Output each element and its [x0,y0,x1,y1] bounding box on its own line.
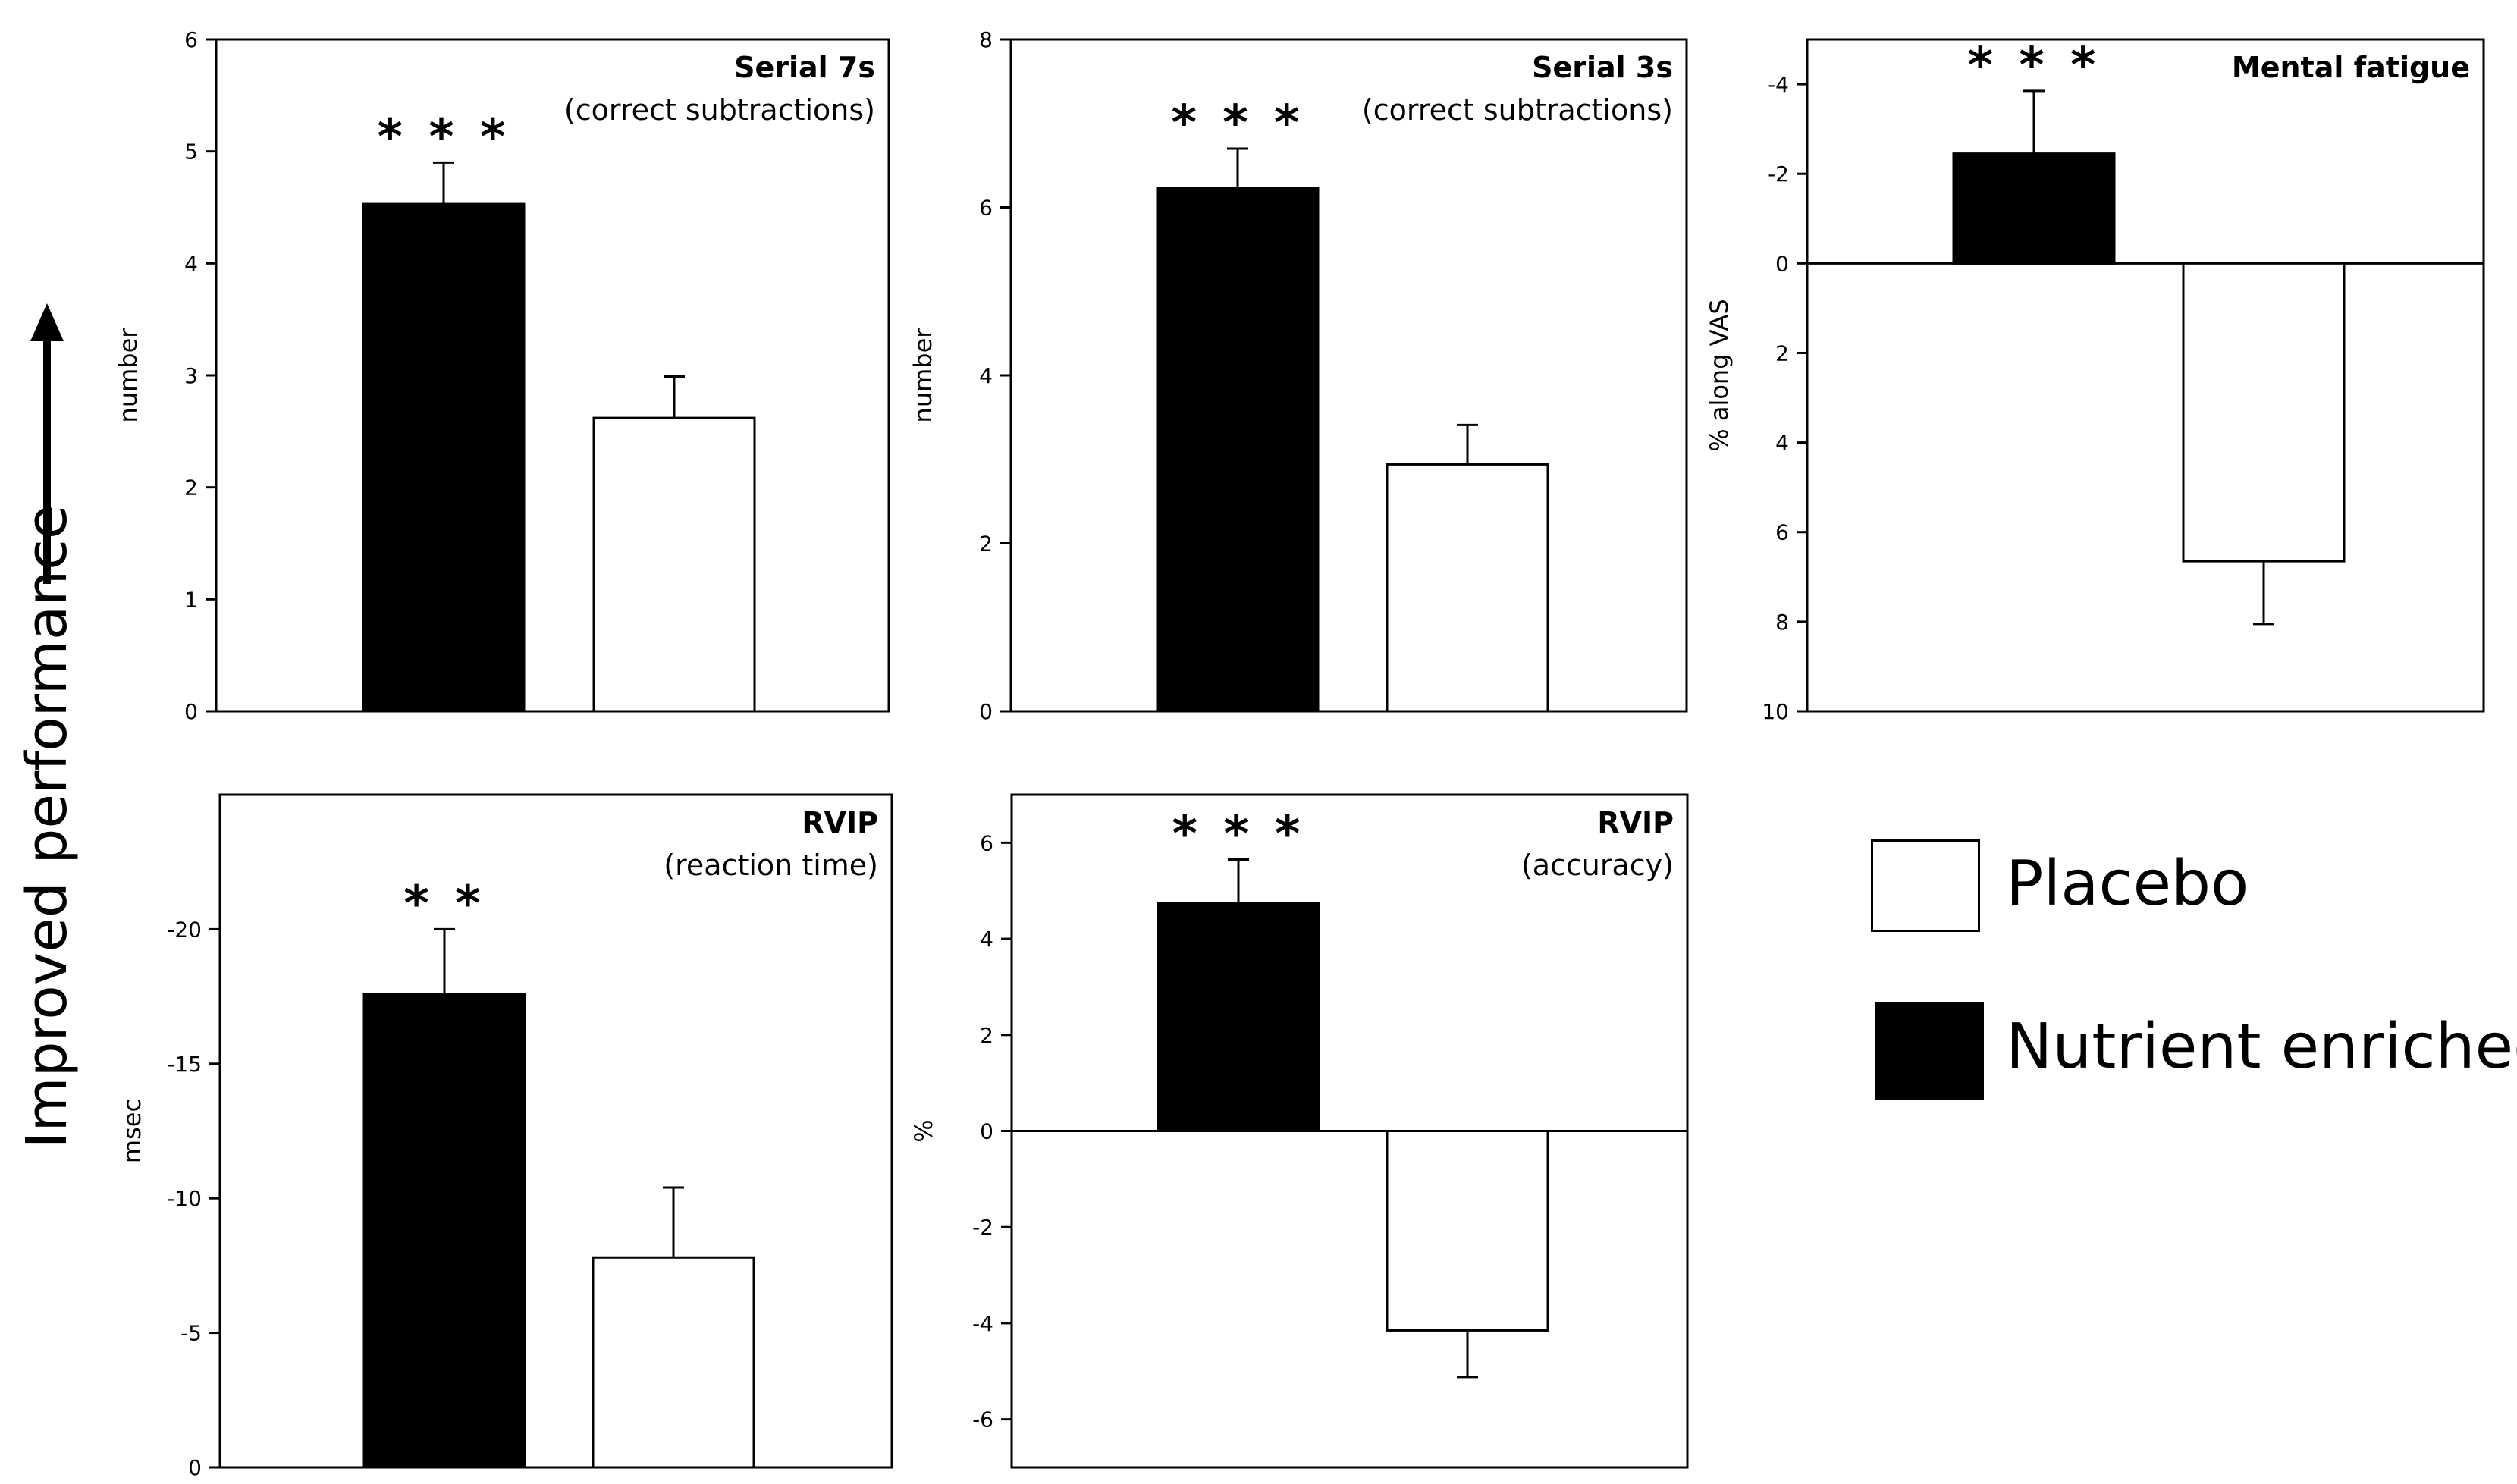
y-tick-label: 5 [184,140,198,165]
panel-title: RVIP [1597,806,1674,839]
y-tick-label: -4 [972,1311,993,1336]
bar-placebo [592,416,756,713]
y-tick-label: 6 [979,196,993,221]
significance-stars: * * [403,876,485,932]
y-tick-label: 4 [980,927,993,952]
bar-placebo [1386,463,1549,713]
chart-panel-4: -20 -15 -10 -5 0 msec RVIP (reaction time) * * [118,793,893,1480]
y-tick-label: 8 [979,27,993,52]
significance-stars: * * * [1968,38,2101,94]
significance-stars: * * * [378,109,510,165]
y-tick-label: -5 [180,1321,202,1346]
y-tick-label: 4 [184,251,198,276]
bar-placebo [592,1256,755,1469]
improved-performance-label: Improved performance [14,504,80,1149]
y-tick-label: -2 [972,1215,993,1240]
y-tick-label: -15 [167,1052,202,1077]
panel-title: Serial 3s [1532,51,1673,84]
y-tick-label: -10 [167,1186,202,1211]
y-tick-label: 2 [980,1023,993,1048]
panel-subtitle: (accuracy) [1521,849,1674,882]
chart-panel-5: -6 -4 -2 0 2 4 6% RVIP (accuracy) * * * [909,793,1689,1469]
y-tick-label: -6 [972,1407,993,1432]
legend-swatch-nutrient [1875,1002,1984,1100]
legend-swatch-placebo [1871,839,1980,932]
panel-title: RVIP [802,806,878,839]
significance-stars: * * * [1172,807,1305,863]
bar-placebo [1386,1130,1549,1332]
y-tick-label: 0 [979,699,993,724]
y-axis-label: % [909,1119,938,1142]
bar-nutrient-enriched [362,202,526,713]
significance-stars: * * * [1172,96,1304,152]
y-tick-label: 6 [980,830,993,855]
panel-title: Serial 7s [734,51,875,84]
panel-subtitle: (correct subtractions) [564,93,875,127]
y-axis-label: number [909,328,937,423]
bar-nutrient-enriched [1157,902,1320,1133]
y-tick-label: 0 [188,1455,202,1480]
bar-nutrient-enriched [1952,152,2116,265]
y-tick-label: 4 [979,363,993,388]
plot-frame [1009,38,1688,713]
y-tick-label: 10 [1762,699,1789,724]
improved-performance-arrow [30,303,64,584]
y-tick-label: -4 [1768,72,1789,97]
y-axis-label: msec [118,1099,146,1163]
legend-label-placebo: Placebo [2006,848,2249,920]
panel-subtitle: (correct subtractions) [1362,93,1673,127]
y-tick-label: 8 [1775,610,1789,635]
y-tick-label: 3 [184,363,198,388]
chart-panel-3: -4 -2 0 2 4 6 8 10 % along VAS Mental fatigue * * … [1705,38,2485,724]
y-axis-label: % along VAS [1705,299,1734,451]
panel-title: Mental fatigue [2232,51,2470,84]
y-tick-label: 2 [184,475,198,500]
plot-frame [215,38,890,713]
y-tick-label: 2 [1775,340,1789,366]
y-tick-label: 4 [1775,431,1789,456]
y-tick-label: -2 [1768,162,1789,187]
y-tick-label: 2 [979,532,993,557]
bar-nutrient-enriched [362,993,526,1469]
y-axis-label: number [114,328,143,423]
plot-frame [218,793,893,1469]
plot-frame [1806,38,2485,713]
bar-placebo [2182,262,2346,563]
legend-label-nutrient: Nutrient enriched [2006,1011,2517,1083]
y-tick-label: 0 [1775,251,1789,276]
y-tick-label: -20 [167,917,202,942]
chart-panel-2: 0 2 4 6 8 number Serial 3s (correct subtraction… [909,27,1688,724]
bar-nutrient-enriched [1156,187,1320,713]
y-tick-label: 0 [184,699,198,724]
chart-panel-1: 0 1 2 3 4 5 6 number Serial 7s (correct subtracti… [114,27,890,724]
y-tick-label: 0 [980,1119,993,1144]
panel-subtitle: (reaction time) [664,849,878,882]
y-tick-label: 6 [184,27,198,52]
y-tick-label: 6 [1775,520,1789,545]
y-tick-label: 1 [184,587,198,612]
